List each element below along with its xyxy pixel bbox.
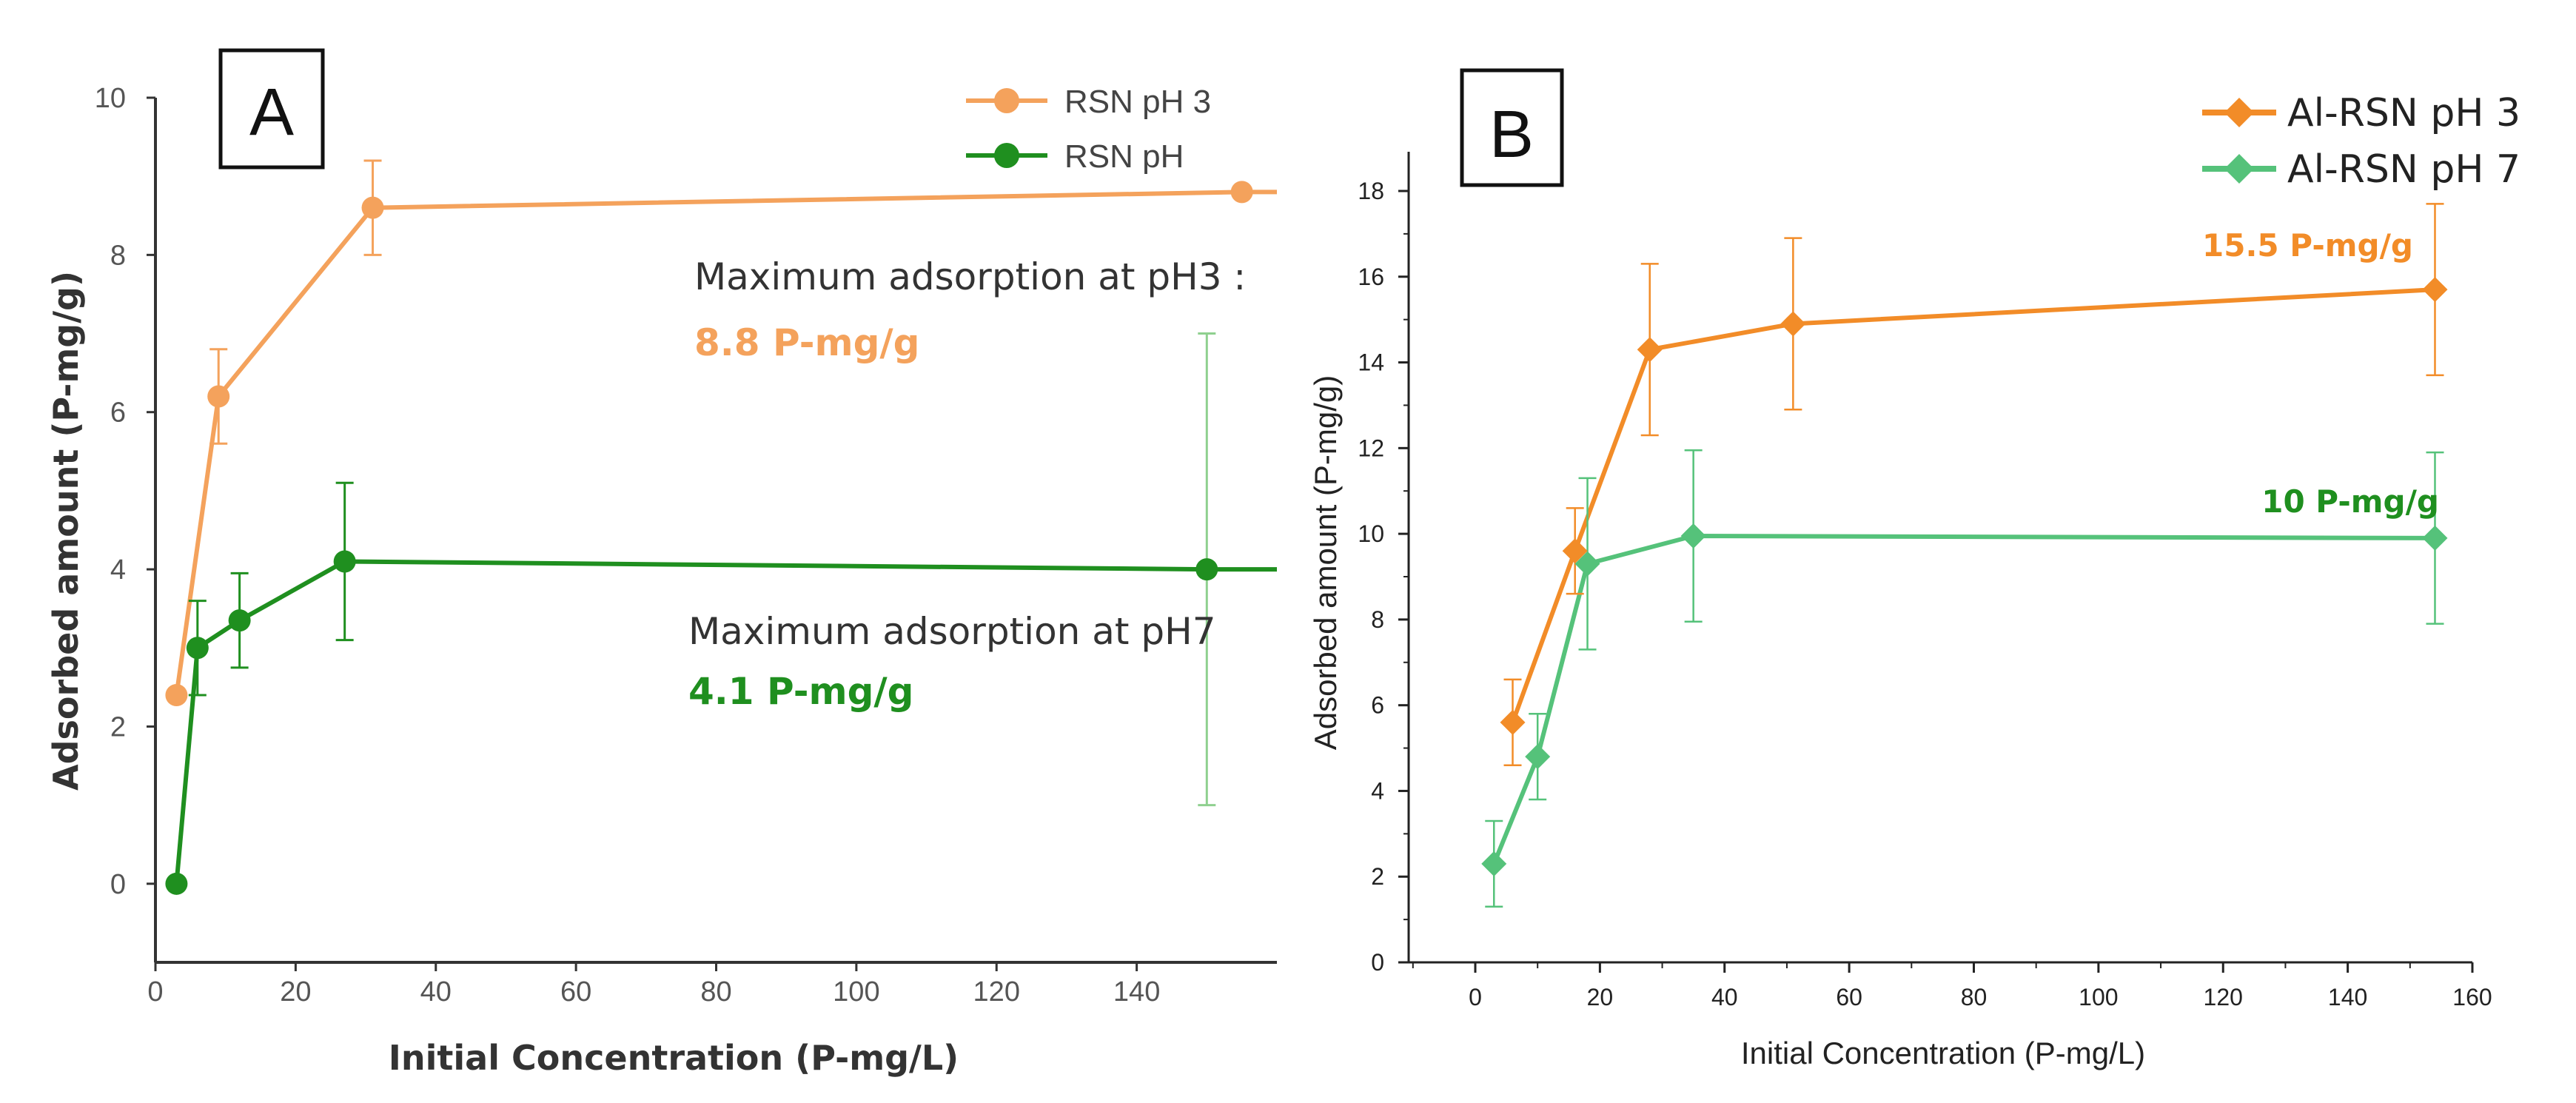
chart-a-annotation-ph3: Maximum adsorption at pH3 : — [694, 255, 1246, 298]
chart-a-markers — [165, 181, 1253, 895]
chart-b-ticks: 0 2 4 6 8 10 12 14 16 18 0 20 40 60 80 100 120 140 160 — [1358, 178, 2492, 1010]
chart-a-annotation-ph3-value: 8.8 P-mg/g — [694, 321, 919, 364]
chart-b-point-1 — [1574, 551, 1600, 577]
chart-a-y-tick-label: 6 — [110, 398, 126, 429]
chart-b-x-tick-label: 40 — [1711, 984, 1738, 1010]
chart-a-y-tick-label: 10 — [95, 83, 126, 114]
chart-a-annotation-ph7-value: 4.1 P-mg/g — [688, 670, 913, 713]
chart-a-x-tick-label: 140 — [1113, 976, 1160, 1008]
chart-a-y-label: Adsorbed amount (P-mg/g) — [46, 271, 86, 791]
chart-a-x-tick-label: 100 — [833, 976, 879, 1008]
chart-b-y-label: Adsorbed amount (P-mg/g) — [1308, 375, 1343, 751]
chart-b-x-tick-label: 60 — [1836, 984, 1862, 1010]
chart-b-y-tick-label: 12 — [1358, 435, 1384, 461]
chart-b-annotation-ph3-value: 15.5 P-mg/g — [2202, 227, 2413, 264]
chart-b-y-tick-label: 4 — [1371, 777, 1384, 804]
chart-a-point-1 — [165, 872, 188, 895]
chart-b-x-tick-label: 140 — [2328, 984, 2367, 1010]
chart-b-point-0 — [1780, 311, 1806, 337]
chart-b: 0 2 4 6 8 10 12 14 16 18 0 20 40 60 80 100 120 140 160 B I… — [1308, 68, 2520, 1070]
chart-b-y-tick-label: 10 — [1358, 520, 1384, 547]
chart-a-point-1 — [333, 550, 356, 573]
chart-b-markers — [1481, 277, 2448, 876]
chart-a-legend: RSN pH 3 RSN pH — [966, 84, 1211, 175]
chart-b-y-tick-label: 0 — [1371, 949, 1384, 976]
chart-b-legend-label-1: Al-RSN pH 7 — [2287, 147, 2520, 192]
chart-b-y-tick-label: 6 — [1371, 692, 1384, 719]
chart-b-point-0 — [1637, 337, 1663, 363]
chart-b-point-1 — [1525, 744, 1551, 770]
chart-b-point-0 — [1562, 538, 1588, 564]
chart-b-error-bars — [1485, 203, 2444, 908]
chart-a-point-0 — [361, 196, 384, 219]
chart-b-legend-marker-0 — [2224, 98, 2254, 127]
chart-a-point-1 — [228, 609, 251, 632]
chart-b-annotation-ph7-value: 10 P-mg/g — [2261, 483, 2439, 520]
chart-a-panel-label: A — [249, 76, 294, 150]
chart-b-point-1 — [1481, 851, 1507, 876]
chart-a-point-0 — [165, 683, 188, 706]
chart-a-legend-label-0: RSN pH 3 — [1064, 84, 1211, 120]
chart-b-lines — [1492, 287, 2435, 865]
chart-a-x-tick-label: 120 — [973, 976, 1020, 1008]
chart-a-point-0 — [1230, 181, 1253, 204]
chart-b-x-tick-label: 160 — [2452, 984, 2492, 1010]
chart-a-x-tick-label: 20 — [280, 976, 311, 1008]
chart-b-point-0 — [1500, 709, 1526, 735]
chart-a-point-0 — [207, 385, 230, 408]
chart-a-x-label: Initial Concentration (P-mg/L) — [389, 1038, 959, 1078]
chart-b-legend-marker-1 — [2224, 154, 2254, 184]
chart-b-y-tick-label: 16 — [1358, 264, 1384, 290]
chart-a-x-tick-label: 40 — [420, 976, 452, 1008]
chart-b-point-1 — [2422, 525, 2448, 551]
chart-a-y-tick-label: 4 — [110, 554, 126, 586]
chart-b-point-1 — [1680, 523, 1706, 549]
chart-a-y-tick-label: 8 — [110, 240, 126, 271]
chart-b-x-tick-label: 100 — [2079, 984, 2118, 1010]
chart-b-x-label: Initial Concentration (P-mg/L) — [1741, 1036, 2145, 1070]
chart-b-point-0 — [2422, 277, 2448, 303]
chart-b-series-line-1 — [1492, 534, 2435, 865]
chart-b-x-tick-label: 80 — [1961, 984, 1988, 1010]
chart-b-y-tick-label: 18 — [1358, 178, 1384, 204]
chart-b-x-tick-label: 120 — [2204, 984, 2243, 1010]
chart-a-legend-marker-1 — [994, 143, 1019, 168]
chart-a-point-1 — [186, 637, 209, 660]
chart-a-x-tick-label: 80 — [700, 976, 731, 1008]
chart-b-y-tick-label: 2 — [1371, 863, 1384, 890]
chart-a-panel-label-box — [218, 48, 325, 170]
chart-b-y-tick-label: 14 — [1358, 349, 1384, 376]
chart-a-x-tick-label: 0 — [147, 976, 163, 1008]
chart-a-point-1 — [1195, 558, 1218, 581]
chart-a-annotation-ph7: Maximum adsorption at pH7 — [688, 610, 1216, 653]
chart-a-y-tick-label: 0 — [110, 869, 126, 900]
chart-a-y-tick-label: 2 — [110, 711, 126, 742]
chart-a-x-tick-label: 60 — [560, 976, 591, 1008]
chart-b-legend: Al-RSN pH 3 Al-RSN pH 7 — [2202, 91, 2520, 192]
chart-b-panel-label-box — [1460, 68, 1564, 187]
chart-b-legend-label-0: Al-RSN pH 3 — [2287, 91, 2520, 135]
chart-a-series-line-1 — [174, 559, 1277, 885]
chart-a-legend-label-1: RSN pH — [1064, 138, 1184, 175]
chart-a-legend-marker-0 — [994, 88, 1019, 113]
chart-b-panel-label: B — [1489, 98, 1534, 172]
chart-b-x-tick-label: 20 — [1587, 984, 1614, 1010]
chart-b-x-tick-label: 0 — [1469, 984, 1482, 1010]
chart-b-y-tick-label: 8 — [1371, 606, 1384, 633]
